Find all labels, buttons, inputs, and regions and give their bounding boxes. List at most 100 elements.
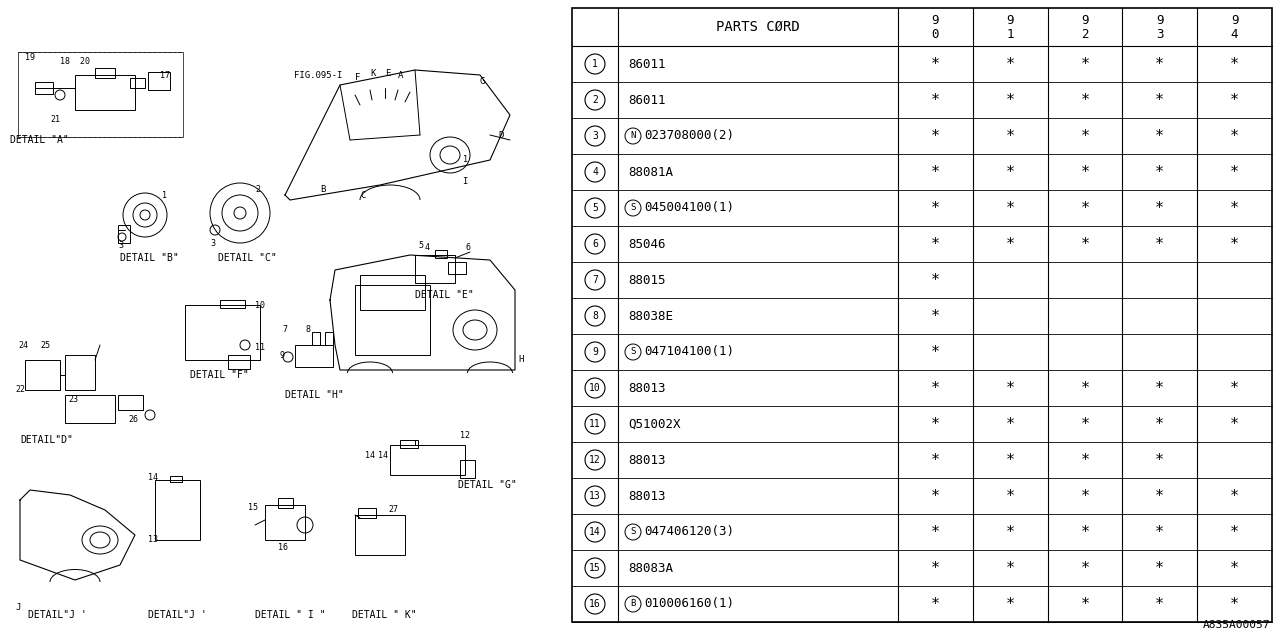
Text: *: * <box>1080 200 1089 216</box>
Text: *: * <box>931 56 940 72</box>
Text: 9: 9 <box>593 347 598 357</box>
Text: 7: 7 <box>593 275 598 285</box>
Text: 5: 5 <box>593 203 598 213</box>
Text: C: C <box>360 191 365 200</box>
Text: 17: 17 <box>160 70 170 79</box>
Text: *: * <box>1156 488 1165 504</box>
Text: 26: 26 <box>128 415 138 424</box>
Text: *: * <box>1156 93 1165 108</box>
Text: 18  20: 18 20 <box>60 58 90 67</box>
Text: 19: 19 <box>26 54 35 63</box>
Text: 047406120(3): 047406120(3) <box>644 525 733 538</box>
Bar <box>118 395 143 410</box>
Text: 8: 8 <box>593 311 598 321</box>
Text: *: * <box>1230 200 1239 216</box>
Text: *: * <box>1156 237 1165 252</box>
Text: B: B <box>320 186 325 195</box>
Text: *: * <box>931 381 940 396</box>
Text: *: * <box>1080 129 1089 143</box>
Text: *: * <box>1080 56 1089 72</box>
Text: *: * <box>1006 164 1015 179</box>
Text: DETAIL "H": DETAIL "H" <box>285 390 344 400</box>
Text: *: * <box>931 417 940 431</box>
Bar <box>26 360 60 390</box>
Text: PARTS CØRD: PARTS CØRD <box>716 20 800 34</box>
Bar <box>95 68 115 78</box>
Text: 88081A: 88081A <box>628 166 673 179</box>
Text: S: S <box>630 204 636 212</box>
Text: 4: 4 <box>1231 28 1238 40</box>
Text: 88038E: 88038E <box>628 310 673 323</box>
Text: G: G <box>480 77 485 86</box>
Text: *: * <box>1080 596 1089 611</box>
Text: D: D <box>498 131 503 140</box>
Text: 2: 2 <box>1082 28 1089 40</box>
Text: DETAIL "F": DETAIL "F" <box>189 370 248 380</box>
Text: *: * <box>1156 200 1165 216</box>
Bar <box>118 225 131 243</box>
Text: DETAIL"J ': DETAIL"J ' <box>28 610 87 620</box>
Text: 7: 7 <box>282 326 287 335</box>
Bar <box>399 440 419 448</box>
Text: 9: 9 <box>280 351 285 360</box>
Text: 6: 6 <box>465 243 470 253</box>
Text: *: * <box>1156 164 1165 179</box>
Text: *: * <box>931 237 940 252</box>
Bar <box>265 505 305 540</box>
Text: 15: 15 <box>248 504 259 513</box>
Bar <box>186 305 260 360</box>
Bar <box>435 250 447 258</box>
Bar <box>355 285 430 355</box>
Text: 9: 9 <box>932 13 940 26</box>
Bar <box>460 460 475 478</box>
Bar <box>220 300 244 308</box>
Text: 1: 1 <box>593 59 598 69</box>
Text: 13: 13 <box>589 491 600 501</box>
Text: *: * <box>1006 93 1015 108</box>
Bar <box>65 395 115 423</box>
Bar <box>390 445 465 475</box>
Text: 2: 2 <box>593 95 598 105</box>
Text: *: * <box>1006 381 1015 396</box>
Text: *: * <box>931 452 940 467</box>
Text: *: * <box>1156 596 1165 611</box>
Text: *: * <box>1006 237 1015 252</box>
Bar <box>18 52 183 137</box>
Text: 24: 24 <box>18 340 28 349</box>
Bar <box>170 476 182 482</box>
Text: 047104100(1): 047104100(1) <box>644 346 733 358</box>
Text: *: * <box>931 561 940 575</box>
Text: 8: 8 <box>305 326 310 335</box>
Text: *: * <box>1006 200 1015 216</box>
Text: DETAIL "C": DETAIL "C" <box>218 253 276 263</box>
Text: 12: 12 <box>589 455 600 465</box>
Bar <box>35 82 52 94</box>
Text: *: * <box>1080 525 1089 540</box>
Text: 13: 13 <box>148 536 157 545</box>
Text: J: J <box>15 604 20 612</box>
Text: 85046: 85046 <box>628 237 666 250</box>
Text: 4: 4 <box>425 243 430 253</box>
Text: 14: 14 <box>378 451 388 460</box>
Text: DETAIL "A": DETAIL "A" <box>10 135 69 145</box>
Text: 14: 14 <box>589 527 600 537</box>
Text: *: * <box>931 308 940 323</box>
Text: DETAIL " K": DETAIL " K" <box>352 610 416 620</box>
Text: *: * <box>1080 93 1089 108</box>
Text: *: * <box>1080 561 1089 575</box>
Text: 11: 11 <box>255 344 265 353</box>
Text: 1: 1 <box>463 156 468 164</box>
Bar <box>131 78 145 88</box>
Text: 1: 1 <box>163 191 166 200</box>
Text: *: * <box>1080 164 1089 179</box>
Text: *: * <box>1230 56 1239 72</box>
Text: 0: 0 <box>932 28 940 40</box>
Text: 3: 3 <box>593 131 598 141</box>
Text: DETAIL"J ': DETAIL"J ' <box>148 610 207 620</box>
Bar <box>278 498 293 508</box>
Text: *: * <box>1080 417 1089 431</box>
Text: F: F <box>355 74 361 83</box>
Text: *: * <box>1080 488 1089 504</box>
Text: A: A <box>398 70 403 79</box>
Text: *: * <box>931 164 940 179</box>
